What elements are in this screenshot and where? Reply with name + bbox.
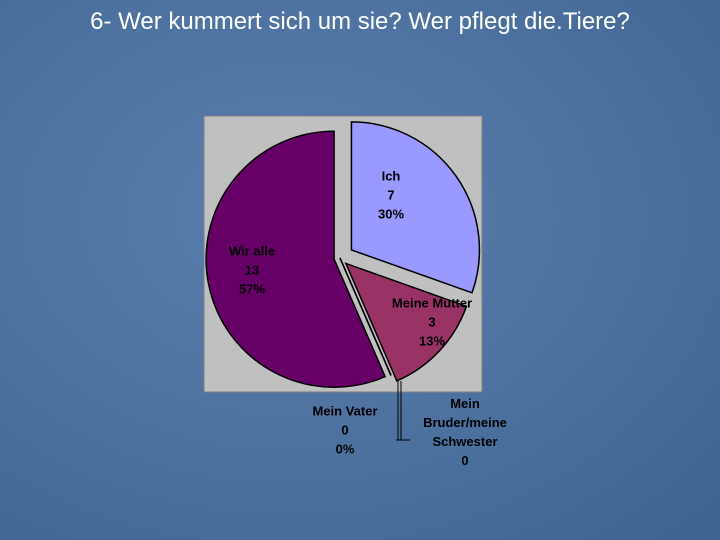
pie-slice: [350, 121, 481, 294]
slice-label: Mein Bruder/meine Schwester 0: [410, 394, 520, 470]
slice-label: Ich 7 30%: [361, 167, 421, 224]
count-label: 13: [244, 262, 260, 278]
slice-label: Wir alle 13 57%: [212, 242, 292, 299]
category-label: Mein Vater: [312, 403, 378, 419]
pie-slice: [205, 130, 387, 388]
slice-label: Mein Vater 0 0%: [305, 402, 385, 459]
slide-title: 6- Wer kummert sich um sie? Wer pflegt d…: [90, 8, 630, 35]
count-label: 7: [387, 187, 395, 203]
category-label: Ich: [381, 168, 401, 184]
count-label: 0: [461, 453, 469, 468]
slice-label: Meine Mutter 3 13%: [377, 294, 487, 351]
category-label: Mein Bruder/meine Schwester: [423, 396, 507, 449]
category-label: Meine Mutter: [391, 295, 473, 311]
pie-slice: [344, 262, 468, 382]
category-label: Wir alle: [228, 243, 276, 259]
leader-line: [396, 381, 402, 441]
count-label: 3: [428, 314, 436, 330]
percent-label: 57%: [238, 281, 266, 297]
percent-label: 13%: [418, 333, 446, 349]
percent-label: 0%: [335, 441, 355, 457]
percent-label: 30%: [377, 206, 405, 222]
pie-slice: [339, 257, 392, 376]
count-label: 0: [341, 422, 349, 438]
